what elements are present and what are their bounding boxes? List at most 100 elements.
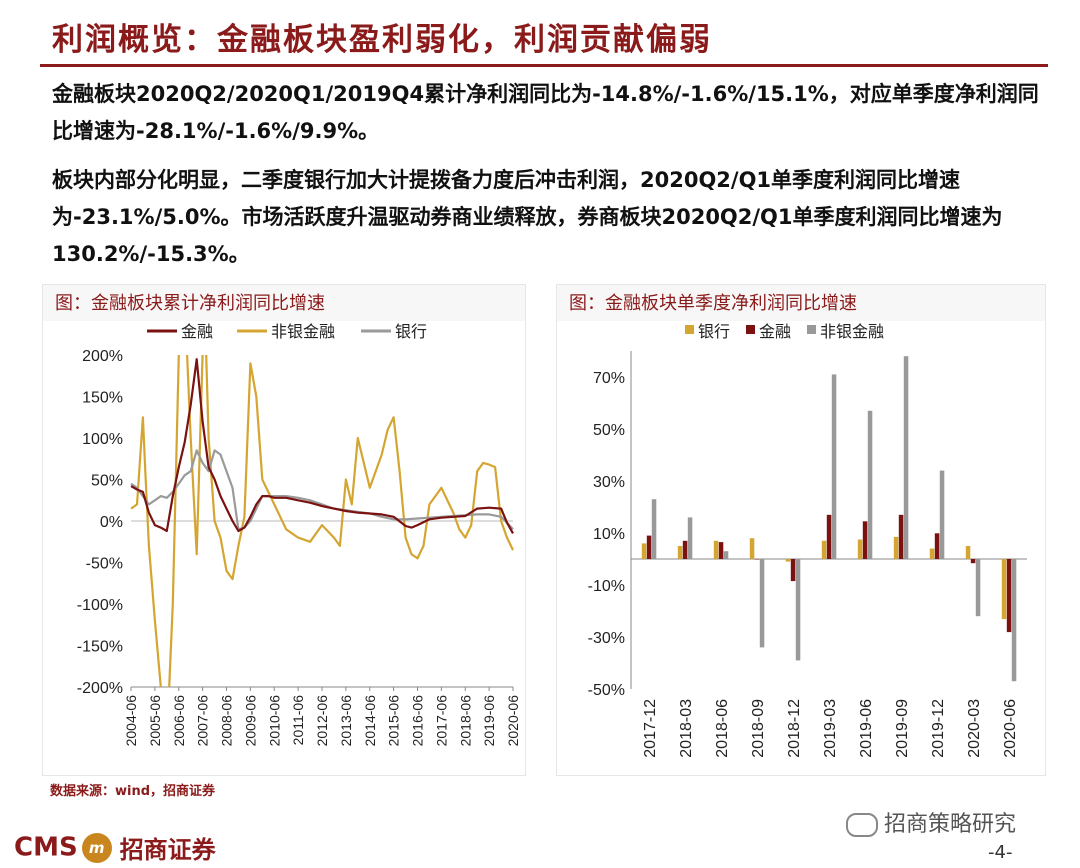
y-tick-label: -200% (77, 680, 123, 697)
bar-金融 (790, 559, 796, 582)
y-tick-label: -50% (86, 556, 123, 573)
bar-银行 (965, 546, 971, 559)
x-tick-label: 2018-12 (786, 699, 803, 758)
y-tick-label: 150% (82, 390, 123, 407)
x-tick-label: 2005-06 (147, 695, 163, 747)
x-tick-label: 2006-06 (171, 695, 187, 747)
bar-非银金融 (903, 356, 909, 559)
x-tick-label: 2019-12 (930, 699, 947, 758)
chart-title: 图：金融板块单季度净利润同比增速 (569, 293, 857, 314)
data-source-note: 数据来源：wind，招商证券 (50, 784, 216, 799)
title-rule (40, 64, 1048, 67)
bar-银行 (749, 538, 755, 559)
y-tick-label: 10% (593, 526, 625, 543)
bar-银行 (677, 546, 683, 559)
x-tick-label: 2017-12 (642, 699, 659, 758)
brand-cn: 招商证券 (119, 836, 216, 864)
page-title: 利润概览：金融板块盈利弱化，利润贡献偏弱 (52, 22, 712, 58)
y-tick-label: 70% (593, 370, 625, 387)
series-line-1 (130, 355, 514, 687)
bar-金融 (934, 533, 940, 559)
bar-非银金融 (1011, 559, 1017, 682)
x-tick-label: 2015-06 (386, 695, 402, 747)
summary-paragraph-1: 金融板块2020Q2/2020Q1/2019Q4累计净利润同比为-14.8%/-… (52, 82, 1039, 143)
x-tick-label: 2018-06 (714, 699, 731, 758)
series-line-0 (130, 358, 514, 534)
legend-label: 银行 (395, 322, 427, 341)
y-tick-label: 200% (82, 348, 123, 365)
x-tick-label: 2011-06 (290, 695, 306, 746)
bar-银行 (857, 539, 863, 559)
y-tick-label: -50% (588, 682, 625, 699)
cumulative-profit-chart-panel: 图：金融板块累计净利润同比增速 200% 150% 100% 50% 0% -50% -10… (42, 284, 526, 776)
wechat-account: 招商策略研究 (846, 806, 1016, 838)
legend-label: 非银金融 (271, 322, 335, 341)
bar-银行 (893, 536, 899, 559)
y-tick-label: -100% (77, 597, 123, 614)
bar-非银金融 (795, 559, 801, 661)
legend-swatch (807, 325, 816, 334)
bar-银行 (821, 540, 827, 559)
chart-title: 图：金融板块累计净利润同比增速 (55, 293, 325, 314)
x-tick-label: 2008-06 (219, 695, 235, 747)
bar-金融 (754, 559, 760, 560)
bar-金融 (898, 514, 904, 559)
summary-paragraph-2: 板块内部分化明显，二季度银行加大计提拨备力度后冲击利润，2020Q2/Q1单季度… (52, 168, 1003, 266)
x-tick-label: 2018-03 (678, 699, 695, 758)
y-tick-label: 100% (82, 431, 123, 448)
legend-swatch (685, 325, 694, 334)
bar-银行 (929, 548, 935, 559)
x-tick-label: 2012-06 (314, 695, 330, 747)
bar-非银金融 (687, 517, 693, 559)
brand-en: CMS (14, 832, 78, 863)
bar-银行 (1001, 559, 1007, 620)
bar-非银金融 (975, 559, 981, 617)
x-tick-label: 2016-06 (410, 695, 426, 747)
bar-非银金融 (867, 410, 873, 559)
bar-金融 (826, 514, 832, 559)
bar-非银金融 (651, 499, 657, 559)
y-tick-label: -150% (77, 639, 123, 656)
bar-非银金融 (759, 559, 765, 648)
x-tick-label: 2017-06 (433, 695, 449, 747)
x-tick-label: 2018-09 (750, 699, 767, 758)
x-tick-label: 2007-06 (195, 695, 211, 747)
panel-header-bg (43, 285, 525, 321)
y-tick-label: 30% (593, 474, 625, 491)
bar-金融 (1006, 559, 1012, 633)
x-tick-label: 2019-06 (858, 699, 875, 758)
cumulative-line-chart: 200% 150% 100% 50% 0% -50% -100% -150% -200%2004… (77, 322, 521, 747)
x-tick-label: 2019-09 (894, 699, 911, 758)
y-tick-label: 0% (100, 514, 123, 531)
x-tick-label: 2020-06 (505, 695, 521, 747)
wechat-icon (846, 813, 878, 837)
brand-logo-icon: m (81, 832, 112, 863)
page-number: -4- (988, 842, 1013, 863)
x-tick-label: 2004-06 (123, 695, 139, 747)
y-tick-label: 50% (91, 473, 123, 490)
quarterly-profit-chart-panel: 图：金融板块单季度净利润同比增速 70% 50% 30% 10% -10% -30% -50… (556, 284, 1046, 776)
legend-label: 非银金融 (820, 322, 884, 341)
brand-logo: CMS m 招商证券 (14, 830, 216, 865)
x-tick-label: 2018-06 (457, 695, 473, 747)
legend-label: 金融 (181, 322, 213, 341)
bar-金融 (682, 540, 688, 559)
x-tick-label: 2020-03 (966, 699, 983, 758)
bar-银行 (641, 543, 647, 559)
bar-金融 (862, 521, 868, 559)
x-tick-label: 2009-06 (242, 695, 258, 747)
bar-金融 (718, 542, 724, 559)
x-tick-label: 2010-06 (266, 695, 282, 747)
y-tick-label: 50% (593, 422, 625, 439)
panel-header-bg (557, 285, 1045, 321)
wechat-account-name: 招商策略研究 (884, 812, 1017, 837)
bar-非银金融 (831, 374, 837, 559)
x-tick-label: 2013-06 (338, 695, 354, 747)
y-tick-label: -10% (588, 578, 625, 595)
bar-金融 (646, 535, 652, 559)
bar-非银金融 (939, 470, 945, 559)
bar-银行 (713, 540, 719, 559)
legend-swatch (746, 325, 755, 334)
quarterly-bar-chart: 70% 50% 30% 10% -10% -30% -50% 银行 金融 非银金融 2017-12 2… (588, 322, 1027, 758)
x-tick-label: 2019-06 (481, 695, 497, 747)
